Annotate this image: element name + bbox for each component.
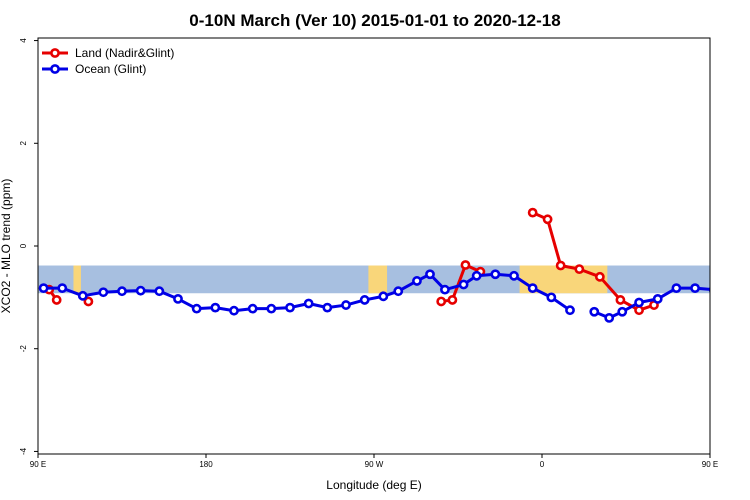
series-line bbox=[440, 263, 482, 303]
data-point bbox=[634, 305, 644, 316]
chart-title: 0-10N March (Ver 10) 2015-01-01 to 2020-… bbox=[189, 11, 560, 30]
data-point bbox=[425, 269, 435, 280]
data-point bbox=[509, 270, 519, 281]
data-point bbox=[471, 270, 482, 281]
data-point bbox=[617, 306, 628, 317]
legend-item: Land (Nadir&Glint) bbox=[42, 46, 174, 60]
data-point bbox=[527, 207, 538, 218]
data-point bbox=[440, 284, 450, 295]
land-band bbox=[732, 266, 741, 294]
data-point bbox=[546, 292, 557, 303]
x-tick-label: 90 E bbox=[702, 460, 718, 469]
data-point bbox=[285, 302, 295, 313]
legend-label: Ocean (Glint) bbox=[75, 62, 146, 76]
y-tick-label: -4 bbox=[19, 447, 28, 455]
data-point bbox=[460, 260, 471, 270]
legend: Land (Nadir&Glint) Ocean (Glint) bbox=[42, 46, 174, 76]
x-tick-label: 0 bbox=[540, 460, 545, 469]
data-point bbox=[38, 283, 49, 294]
data-point bbox=[210, 302, 221, 313]
y-tick-label: 0 bbox=[19, 243, 28, 248]
y-tick-label: 2 bbox=[19, 141, 28, 146]
data-point bbox=[447, 295, 458, 305]
data-point bbox=[57, 283, 68, 294]
data-point bbox=[742, 278, 749, 285]
x-tick-label: 90 E bbox=[30, 460, 46, 469]
data-point bbox=[173, 293, 183, 304]
data-point bbox=[359, 295, 370, 305]
legend-marker bbox=[50, 48, 60, 58]
series-line bbox=[738, 278, 745, 282]
data-point bbox=[322, 302, 333, 313]
x-tick-label: 180 bbox=[199, 460, 213, 469]
data-point bbox=[341, 300, 351, 310]
y-tick-label: -2 bbox=[19, 345, 28, 353]
data-point bbox=[393, 286, 404, 297]
data-point bbox=[378, 291, 389, 302]
data-point bbox=[154, 286, 165, 297]
data-point bbox=[117, 286, 127, 297]
data-point bbox=[436, 296, 447, 307]
y-axis: 4 2 0 -2 -4 bbox=[19, 38, 38, 455]
data-point bbox=[594, 271, 605, 282]
data-point bbox=[98, 287, 109, 298]
data-point bbox=[555, 260, 566, 271]
data-point bbox=[191, 303, 202, 314]
land-band bbox=[368, 265, 388, 294]
data-point bbox=[303, 298, 314, 309]
data-point bbox=[542, 214, 553, 225]
data-point bbox=[634, 297, 644, 308]
y-axis-label: XCO2 - MLO trend (ppm) bbox=[0, 179, 13, 314]
data-point bbox=[574, 264, 585, 275]
data-point bbox=[458, 279, 469, 290]
data-point bbox=[229, 305, 239, 316]
data-point bbox=[135, 285, 146, 296]
series-layer bbox=[38, 207, 750, 323]
data-point bbox=[565, 305, 575, 316]
data-point bbox=[412, 276, 422, 286]
data-point bbox=[77, 290, 88, 301]
land-band bbox=[73, 265, 81, 294]
legend-item: Ocean (Glint) bbox=[42, 62, 146, 76]
data-point bbox=[51, 295, 62, 305]
series-land bbox=[44, 207, 749, 316]
data-point bbox=[671, 283, 682, 294]
data-point bbox=[615, 295, 626, 305]
plot-frame bbox=[37, 37, 711, 455]
data-point bbox=[690, 283, 700, 294]
data-point bbox=[744, 291, 750, 298]
data-point bbox=[604, 313, 615, 323]
legend-label: Land (Nadir&Glint) bbox=[75, 46, 174, 60]
legend-marker bbox=[50, 64, 60, 74]
series-ocean bbox=[38, 269, 750, 323]
data-point bbox=[589, 306, 600, 317]
y-tick-label: 4 bbox=[19, 38, 28, 43]
x-tick-label: 90 W bbox=[365, 460, 384, 469]
data-point bbox=[527, 283, 538, 294]
data-point bbox=[247, 303, 258, 314]
data-point bbox=[652, 293, 663, 304]
data-point bbox=[708, 286, 710, 293]
data-point bbox=[490, 269, 501, 280]
x-axis-label: Longitude (deg E) bbox=[326, 478, 421, 492]
data-point bbox=[83, 296, 94, 307]
data-point bbox=[266, 303, 277, 314]
data-point bbox=[734, 275, 741, 282]
